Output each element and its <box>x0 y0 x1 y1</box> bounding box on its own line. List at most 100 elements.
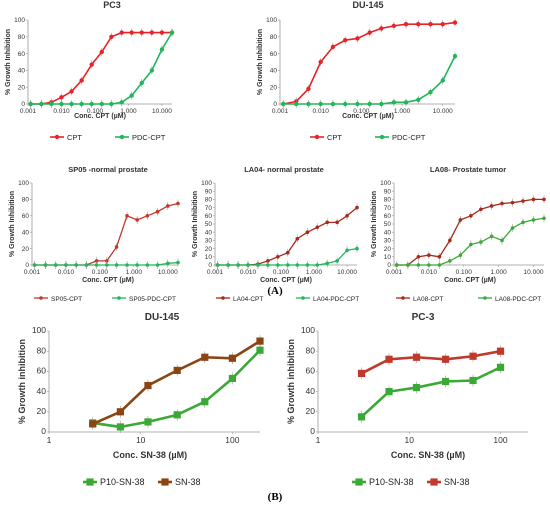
data-point <box>440 78 445 83</box>
legend-label: PDC-CPT <box>392 133 426 142</box>
y-tick-label: 0 <box>273 101 277 108</box>
x-tick-label: 0.001 <box>24 269 41 276</box>
series-1 <box>394 195 546 269</box>
y-tick-label: 80 <box>37 345 47 355</box>
y-tick-label: 0 <box>387 262 391 269</box>
data-point <box>394 263 399 267</box>
data-point <box>379 26 384 31</box>
y-tick-label: 50 <box>205 221 213 228</box>
legend-swatch-marker <box>86 478 94 486</box>
data-point <box>149 68 155 73</box>
data-point <box>256 346 264 354</box>
data-point <box>295 236 300 241</box>
data-point <box>89 420 97 428</box>
legend-label: SN-38 <box>444 477 470 487</box>
legend-swatch-marker <box>379 134 385 140</box>
data-point <box>448 259 452 263</box>
x-axis-label: Conc. CPT (µM) <box>82 277 134 284</box>
data-point <box>437 254 442 259</box>
data-point <box>149 30 155 35</box>
data-point <box>116 408 124 416</box>
x-axis-label: Conc. CPT (µM) <box>260 277 312 284</box>
series-2 <box>32 258 180 269</box>
data-point <box>176 260 180 265</box>
series-line <box>360 349 501 375</box>
data-point <box>391 23 397 29</box>
data-point <box>342 101 348 107</box>
data-point <box>145 214 150 218</box>
data-point <box>139 30 144 35</box>
legend-swatch-marker <box>119 134 125 140</box>
legend-label: CPT <box>67 133 82 142</box>
data-point <box>521 199 525 203</box>
data-point <box>542 216 546 221</box>
y-tick-label: 0 <box>21 101 25 108</box>
data-point <box>318 101 323 107</box>
data-point <box>69 89 74 94</box>
x-tick-label: 1.000 <box>120 108 137 115</box>
data-point <box>385 388 393 396</box>
data-point <box>305 263 310 267</box>
y-tick-label: 40 <box>384 229 392 236</box>
y-tick-label: 70 <box>384 205 392 212</box>
data-point <box>458 253 463 257</box>
data-point <box>479 207 483 212</box>
y-tick-label: 0 <box>208 262 212 269</box>
series-line <box>283 55 456 105</box>
y-axis-label: % Growth Inhibition <box>192 191 199 257</box>
data-point <box>437 263 442 267</box>
y-tick-label: 60 <box>270 51 278 58</box>
y-tick-label: 60 <box>37 366 47 376</box>
data-point <box>345 214 349 218</box>
x-tick-label: 0.010 <box>58 269 75 276</box>
y-tick-label: 30 <box>205 238 213 245</box>
y-tick-label: 60 <box>306 366 316 376</box>
data-point <box>236 263 240 267</box>
legend-swatch-marker <box>221 296 225 300</box>
data-point <box>318 59 323 65</box>
data-point <box>285 250 290 255</box>
data-point <box>266 263 270 267</box>
chart-panel-1: PC3 0 20 40 60 80 100 0.001 0.010 0.100 1.000 10.00… <box>5 0 175 142</box>
data-point <box>469 242 473 247</box>
data-point <box>105 263 109 267</box>
y-tick-label: 40 <box>37 386 47 396</box>
section-label-b: (B) <box>268 491 283 503</box>
data-point <box>345 248 349 253</box>
data-point <box>144 418 152 426</box>
data-point <box>228 354 236 362</box>
x-tick-label: 100 <box>225 435 239 445</box>
y-tick-label: 60 <box>18 51 26 58</box>
data-point <box>89 62 94 67</box>
data-point <box>94 263 99 267</box>
x-tick-label: 100 <box>493 435 507 445</box>
chart-title: DU-145 <box>145 312 180 323</box>
data-point <box>521 220 525 225</box>
data-point <box>169 30 175 35</box>
data-point <box>335 220 339 225</box>
data-point <box>406 263 410 267</box>
x-tick-label: 10 <box>405 435 415 445</box>
data-point <box>452 53 458 59</box>
data-point <box>109 34 114 39</box>
y-tick-label: 20 <box>306 406 316 416</box>
data-point <box>479 240 483 244</box>
y-axis-label: % Growth Inhibition <box>5 29 12 95</box>
legend-label: SP05-PDC-CPT <box>129 296 176 303</box>
data-point <box>531 218 536 222</box>
data-point <box>28 101 33 107</box>
data-point <box>458 218 463 222</box>
legend-label: LA08-PDC-CPT <box>495 296 541 303</box>
data-point <box>256 337 264 345</box>
y-tick-label: 40 <box>18 68 26 75</box>
legend-label: LA08-CPT <box>413 296 443 303</box>
x-axis-label: Conc. SN-38 (µM) <box>391 450 465 460</box>
y-tick-label: 100 <box>14 17 25 24</box>
data-point <box>428 22 433 27</box>
data-point <box>448 238 452 243</box>
x-tick-label: 0.100 <box>353 108 370 115</box>
data-point <box>99 49 104 55</box>
series-2 <box>89 335 264 430</box>
y-tick-label: 80 <box>22 197 30 204</box>
data-point <box>246 263 250 267</box>
